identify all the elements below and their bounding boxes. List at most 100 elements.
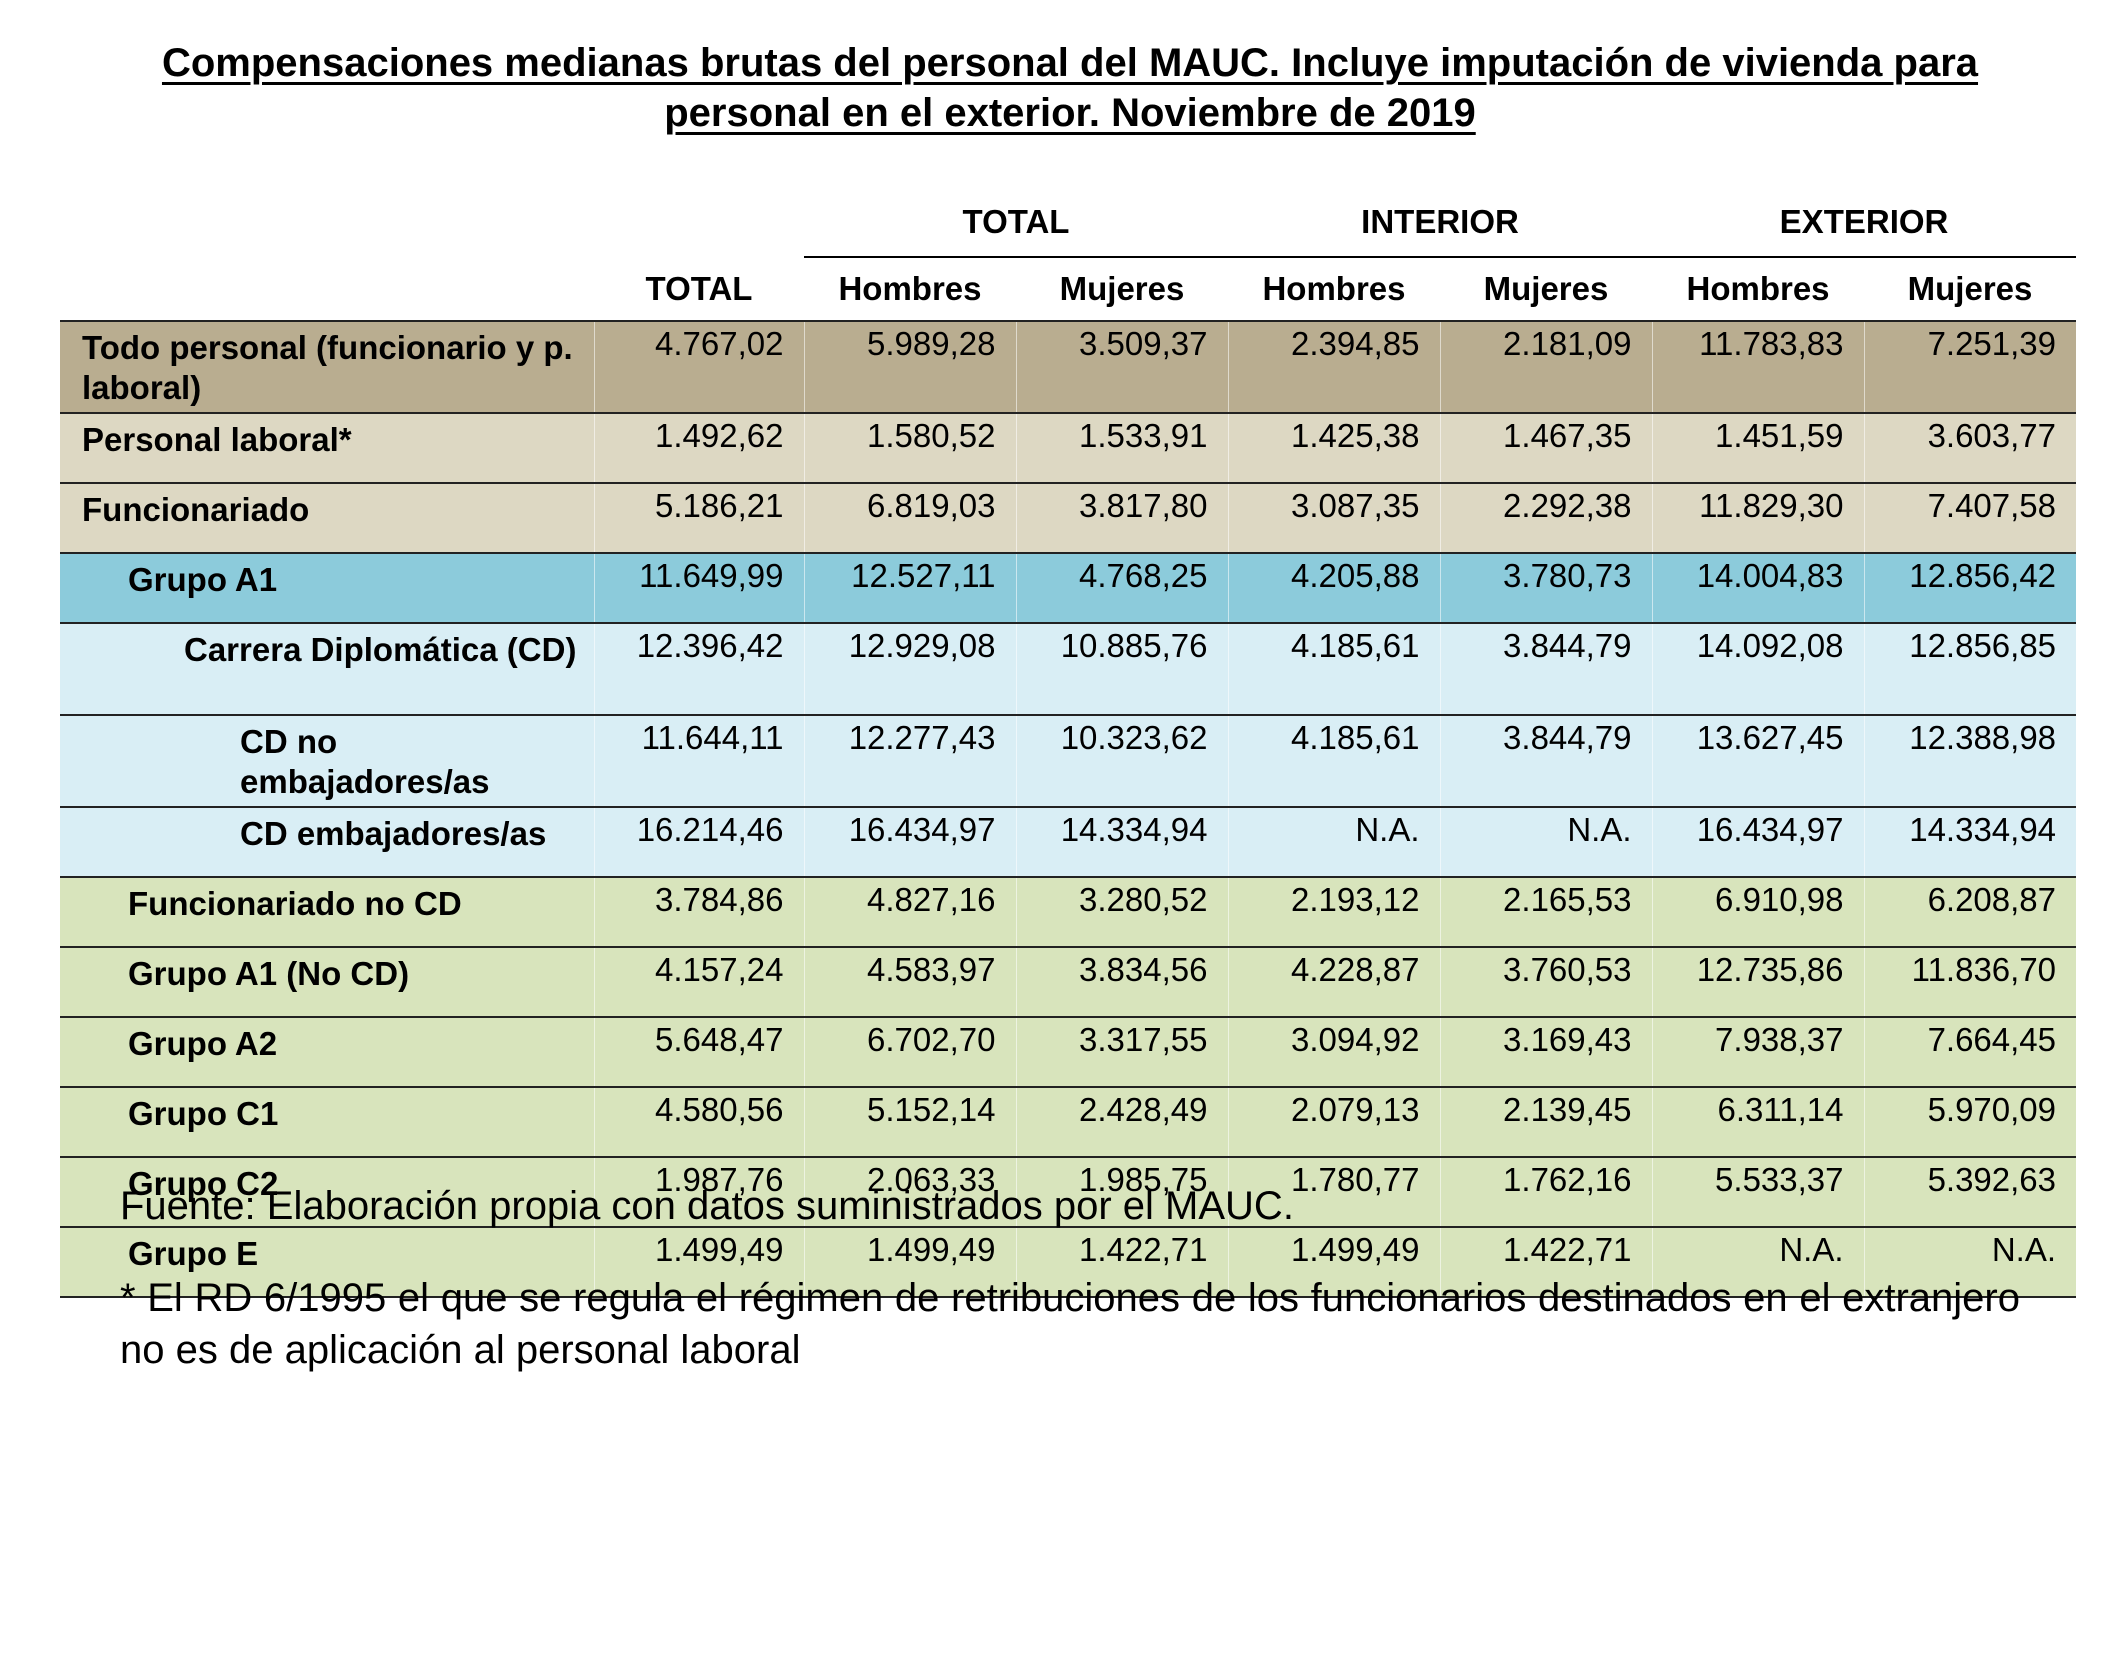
cell-exterior-hombres: 13.627,45 xyxy=(1651,714,1865,807)
cell-interior-mujeres: 3.844,79 xyxy=(1439,622,1653,715)
row-label: Grupo C1 xyxy=(60,1086,594,1157)
row-label: Funcionariado xyxy=(60,482,594,553)
cell-interior-hombres: 4.205,88 xyxy=(1227,552,1440,623)
cell-total-hombres: 12.527,11 xyxy=(803,552,1016,623)
cell-total: 5.186,21 xyxy=(593,482,804,553)
cell-interior-mujeres: 2.292,38 xyxy=(1439,482,1653,553)
row-label: CD no embajadores/as xyxy=(60,714,594,807)
row-label: Grupo E xyxy=(60,1226,594,1298)
header-spacer xyxy=(60,188,594,257)
row-label: Grupo A1 xyxy=(60,552,594,623)
cell-exterior-hombres: 14.004,83 xyxy=(1651,552,1865,623)
cell-exterior-hombres: 6.311,14 xyxy=(1651,1086,1865,1157)
legal-footnote: * El RD 6/1995 el que se regula el régim… xyxy=(120,1276,2020,1372)
cell-total-hombres: 2.063,33 xyxy=(803,1156,1016,1227)
cell-total: 3.784,86 xyxy=(593,876,804,947)
cell-total-hombres: 12.929,08 xyxy=(803,622,1016,715)
cell-total-hombres: 4.827,16 xyxy=(803,876,1016,947)
cell-exterior-hombres: 14.092,08 xyxy=(1651,622,1865,715)
col-header-exterior-hombres: Hombres xyxy=(1686,270,1830,307)
cell-exterior-hombres: 16.434,97 xyxy=(1651,806,1865,877)
cell-exterior-hombres: N.A. xyxy=(1651,1226,1865,1298)
cell-exterior-mujeres: 5.392,63 xyxy=(1863,1156,2077,1227)
cell-interior-hombres: 4.228,87 xyxy=(1227,946,1440,1017)
cell-exterior-hombres: 11.783,83 xyxy=(1651,320,1865,413)
row-grupo-e: Grupo E 1.499,49 1.499,49 1.422,71 1.499,49 1… xyxy=(60,1226,2077,1298)
row-label: Grupo A2 xyxy=(60,1016,594,1087)
cell-total-mujeres: 3.509,37 xyxy=(1015,320,1228,413)
cell-interior-mujeres: 1.467,35 xyxy=(1439,412,1653,483)
cell-total-mujeres: 2.428,49 xyxy=(1015,1086,1228,1157)
source-note: Fuente: Elaboración propia con datos sum… xyxy=(120,1184,1294,1228)
row-grupo-a2: Grupo A2 5.648,47 6.702,70 3.317,55 3.094,92… xyxy=(60,1016,2077,1087)
cell-exterior-mujeres: 6.208,87 xyxy=(1863,876,2077,947)
row-label: Carrera Diplomática (CD) xyxy=(60,622,594,715)
sub-header-row: TOTAL Hombres Mujeres Hombres Mujeres Ho… xyxy=(60,257,2076,321)
cell-total: 16.214,46 xyxy=(593,806,804,877)
col-header-interior-hombres: Hombres xyxy=(1262,270,1406,307)
header-spacer xyxy=(594,188,804,257)
cell-interior-mujeres: 3.169,43 xyxy=(1439,1016,1653,1087)
cell-total-mujeres: 10.323,62 xyxy=(1015,714,1228,807)
cell-total: 4.767,02 xyxy=(593,320,804,413)
group-header-row: TOTAL INTERIOR EXTERIOR xyxy=(60,188,2077,258)
row-label: Grupo A1 (No CD) xyxy=(60,946,594,1017)
cell-interior-hombres: 3.094,92 xyxy=(1227,1016,1440,1087)
cell-total-hombres: 5.989,28 xyxy=(803,320,1016,413)
col-header-interior-mujeres: Mujeres xyxy=(1483,270,1609,307)
compensation-table: TOTAL INTERIOR EXTERIOR TOTAL Hombres Mu… xyxy=(60,188,2077,1298)
cell-interior-mujeres: 2.181,09 xyxy=(1439,320,1653,413)
row-grupo-a1: Grupo A1 11.649,99 12.527,11 4.768,25 4.205,… xyxy=(60,552,2077,623)
row-personal-laboral: Personal laboral* 1.492,62 1.580,52 1.533,9… xyxy=(60,412,2077,483)
cell-exterior-mujeres: 14.334,94 xyxy=(1863,806,2077,877)
cell-interior-hombres: 2.079,13 xyxy=(1227,1086,1440,1157)
cell-total-hombres: 12.277,43 xyxy=(803,714,1016,807)
row-cd-no-embajadores: CD no embajadores/as 11.644,11 12.277,43 10… xyxy=(60,714,2077,807)
cell-total: 12.396,42 xyxy=(593,622,804,715)
cell-interior-mujeres: N.A. xyxy=(1439,806,1653,877)
cell-total-mujeres: 14.334,94 xyxy=(1015,806,1228,877)
cell-exterior-mujeres: 12.856,42 xyxy=(1863,552,2077,623)
row-grupo-a1-no-cd: Grupo A1 (No CD) 4.157,24 4.583,97 3.834,56… xyxy=(60,946,2077,1017)
cell-exterior-mujeres: 12.388,98 xyxy=(1863,714,2077,807)
col-header-total-hombres: Hombres xyxy=(838,270,982,307)
row-label: CD embajadores/as xyxy=(60,806,594,877)
cell-interior-mujeres: 3.760,53 xyxy=(1439,946,1653,1017)
cell-exterior-mujeres: 7.251,39 xyxy=(1863,320,2077,413)
cell-interior-hombres: 4.185,61 xyxy=(1227,622,1440,715)
cell-total-hombres: 16.434,97 xyxy=(803,806,1016,877)
row-todo-personal: Todo personal (funcionario y p. laboral)… xyxy=(60,320,2077,413)
cell-total-hombres: 5.152,14 xyxy=(803,1086,1016,1157)
cell-exterior-mujeres: 3.603,77 xyxy=(1863,412,2077,483)
cell-interior-mujeres: 1.762,16 xyxy=(1439,1156,1653,1227)
cell-total-mujeres: 1.985,75 xyxy=(1015,1156,1228,1227)
cell-total-mujeres: 3.317,55 xyxy=(1015,1016,1228,1087)
row-label: Grupo C2 xyxy=(60,1156,594,1227)
row-grupo-c2: Grupo C2 1.987,76 2.063,33 1.985,75 1.780,77… xyxy=(60,1156,2077,1227)
cell-total-hombres: 6.819,03 xyxy=(803,482,1016,553)
cell-interior-mujeres: 1.422,71 xyxy=(1439,1226,1653,1298)
cell-exterior-hombres: 12.735,86 xyxy=(1651,946,1865,1017)
cell-total: 5.648,47 xyxy=(593,1016,804,1087)
cell-interior-mujeres: 2.165,53 xyxy=(1439,876,1653,947)
col-header-total-mujeres: Mujeres xyxy=(1059,270,1185,307)
cell-total-mujeres: 4.768,25 xyxy=(1015,552,1228,623)
row-funcionariado-no-cd: Funcionariado no CD 3.784,86 4.827,16 3.280… xyxy=(60,876,2077,947)
cell-total: 4.580,56 xyxy=(593,1086,804,1157)
cell-interior-hombres: 2.193,12 xyxy=(1227,876,1440,947)
cell-total-hombres: 6.702,70 xyxy=(803,1016,1016,1087)
row-label: Personal laboral* xyxy=(60,412,594,483)
cell-total: 11.644,11 xyxy=(593,714,804,807)
col-header-exterior-mujeres: Mujeres xyxy=(1907,270,2033,307)
row-funcionariado: Funcionariado 5.186,21 6.819,03 3.817,80 3.0… xyxy=(60,482,2077,553)
cell-total-mujeres: 3.280,52 xyxy=(1015,876,1228,947)
cell-total: 4.157,24 xyxy=(593,946,804,1017)
cell-exterior-mujeres: 11.836,70 xyxy=(1863,946,2077,1017)
cell-interior-mujeres: 3.780,73 xyxy=(1439,552,1653,623)
cell-interior-hombres: 1.780,77 xyxy=(1227,1156,1440,1227)
cell-total: 1.499,49 xyxy=(593,1226,804,1298)
cell-interior-hombres: 1.425,38 xyxy=(1227,412,1440,483)
cell-total: 1.492,62 xyxy=(593,412,804,483)
cell-interior-hombres: 3.087,35 xyxy=(1227,482,1440,553)
cell-interior-hombres: N.A. xyxy=(1227,806,1440,877)
